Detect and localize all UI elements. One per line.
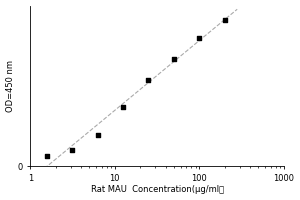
Point	[121, 106, 125, 109]
Y-axis label: OD=450 nm: OD=450 nm	[6, 60, 15, 112]
X-axis label: Rat MAU  Concentration(μg/ml）: Rat MAU Concentration(μg/ml）	[91, 185, 224, 194]
Point	[172, 57, 176, 61]
Point	[146, 79, 151, 82]
Point	[70, 148, 74, 151]
Point	[222, 18, 227, 21]
Point	[44, 154, 49, 157]
Point	[197, 36, 202, 39]
Point	[95, 133, 100, 136]
